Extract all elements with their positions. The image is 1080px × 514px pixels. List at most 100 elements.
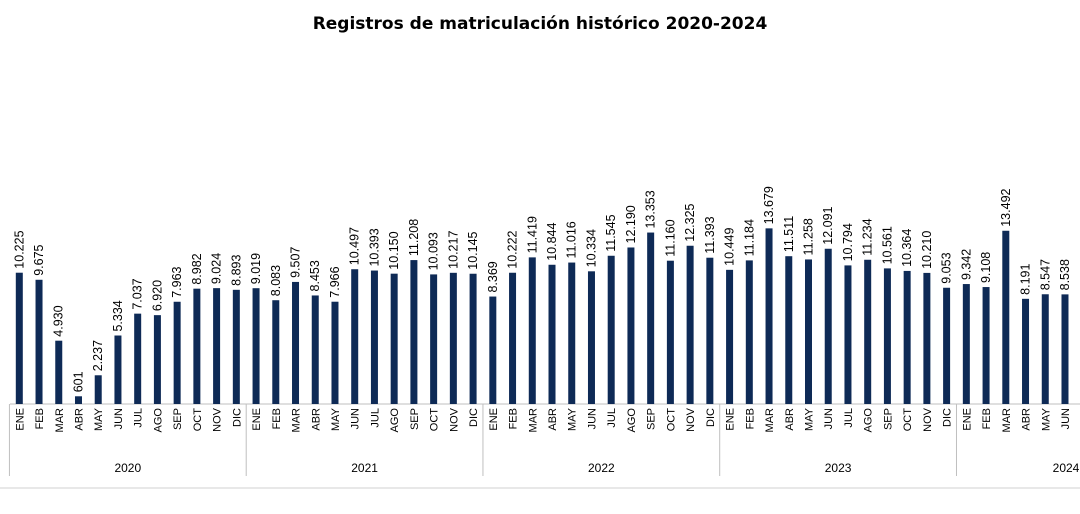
data-label: 9.019 — [249, 253, 263, 284]
bar — [785, 256, 793, 404]
x-tick-label: DIC — [468, 408, 480, 427]
bar — [923, 272, 931, 404]
x-tick-label: AGO — [626, 408, 638, 433]
x-tick-label: ENE — [251, 408, 263, 431]
x-tick-label: AGO — [152, 408, 164, 433]
bar — [686, 245, 694, 404]
x-tick-label: OCT — [192, 408, 204, 432]
data-label: 7.037 — [131, 278, 145, 309]
data-label: 10.210 — [920, 231, 934, 269]
data-label: 10.093 — [427, 232, 441, 270]
x-tick-label: MAR — [54, 408, 66, 433]
data-label: 6.920 — [150, 280, 164, 311]
x-tick-label: OCT — [902, 408, 914, 432]
data-label: 5.334 — [111, 300, 125, 331]
bar — [331, 301, 339, 404]
x-tick-label: JUN — [350, 408, 362, 429]
bar — [824, 248, 832, 404]
x-tick-label: MAY — [93, 407, 105, 431]
x-tick-label: DIC — [705, 408, 717, 427]
bar — [74, 396, 82, 404]
x-tick-label: FEB — [34, 408, 46, 429]
bar — [311, 295, 319, 404]
bar — [765, 228, 773, 404]
data-label: 13.353 — [644, 190, 658, 228]
bar — [745, 260, 753, 404]
x-tick-label: JUL — [843, 408, 855, 428]
data-label: 12.091 — [821, 206, 835, 244]
bar — [587, 271, 595, 404]
data-label: 8.893 — [229, 254, 243, 285]
x-tick-label: NOV — [448, 407, 460, 432]
bar — [805, 259, 812, 404]
x-tick-label: ABR — [547, 408, 559, 431]
x-tick-label: NOV — [922, 407, 934, 432]
bar — [962, 284, 970, 404]
x-tick-label: MAY — [330, 407, 342, 431]
data-label: 9.342 — [959, 249, 973, 280]
year-label: 2023 — [825, 461, 852, 475]
data-label: 9.108 — [979, 252, 993, 283]
bar — [153, 315, 161, 404]
data-label: 10.225 — [12, 230, 26, 268]
x-tick-label: JUL — [133, 408, 145, 428]
bar — [548, 264, 556, 404]
data-label: 8.191 — [1019, 263, 1033, 294]
x-tick-label: ENE — [14, 408, 26, 431]
bar — [272, 300, 280, 404]
x-tick-label: SEP — [646, 408, 658, 430]
data-label: 10.217 — [446, 231, 460, 269]
x-tick-label: SEP — [409, 408, 421, 430]
bar — [943, 287, 951, 404]
data-label: 11.208 — [407, 219, 421, 256]
x-tick-label: NOV — [685, 407, 697, 432]
data-label: 8.453 — [308, 260, 322, 291]
data-label: 601 — [71, 371, 85, 392]
data-label: 11.419 — [525, 216, 539, 253]
x-tick-label: FEB — [271, 408, 283, 429]
data-label: 9.053 — [940, 252, 954, 283]
x-tick-label: MAR — [527, 408, 539, 433]
x-tick-label: JUL — [369, 408, 381, 428]
data-label: 11.160 — [663, 219, 677, 256]
bar — [469, 273, 477, 404]
data-label: 10.449 — [723, 228, 737, 266]
bar — [292, 281, 300, 404]
data-label: 10.364 — [900, 229, 914, 267]
data-label: 10.150 — [387, 231, 401, 269]
data-label: 10.794 — [841, 223, 855, 261]
x-tick-label: ENE — [725, 408, 737, 431]
bar — [351, 269, 359, 404]
x-tick-label: FEB — [744, 408, 756, 429]
bar — [35, 279, 43, 404]
x-tick-label: ENE — [488, 408, 500, 431]
x-tick-label: NOV — [212, 407, 224, 432]
data-label: 4.930 — [52, 305, 66, 336]
bar — [15, 272, 23, 404]
x-tick-label: OCT — [429, 408, 441, 432]
data-label: 13.679 — [762, 186, 776, 224]
year-label: 2022 — [588, 461, 615, 475]
data-label: 11.511 — [782, 216, 796, 252]
x-tick-label: MAY — [804, 407, 816, 431]
x-tick-label: DIC — [942, 408, 954, 427]
chart-title: Registros de matriculación histórico 202… — [312, 14, 768, 34]
bar — [173, 301, 181, 404]
bar — [55, 340, 63, 404]
data-label: 10.844 — [545, 222, 559, 260]
data-label: 8.083 — [269, 265, 283, 296]
x-tick-label: MAY — [1040, 407, 1052, 431]
data-label: 10.222 — [506, 230, 520, 268]
year-label: 2020 — [114, 461, 141, 475]
x-tick-label: MAR — [291, 408, 303, 433]
data-label: 8.538 — [1058, 259, 1072, 290]
bar — [528, 257, 536, 404]
bar — [1061, 294, 1069, 404]
data-label: 8.982 — [190, 253, 204, 284]
data-label: 11.393 — [703, 216, 717, 253]
bar — [94, 375, 102, 404]
bar — [666, 260, 674, 404]
bar — [706, 257, 714, 404]
data-label: 10.334 — [584, 229, 598, 267]
bar — [134, 313, 142, 404]
